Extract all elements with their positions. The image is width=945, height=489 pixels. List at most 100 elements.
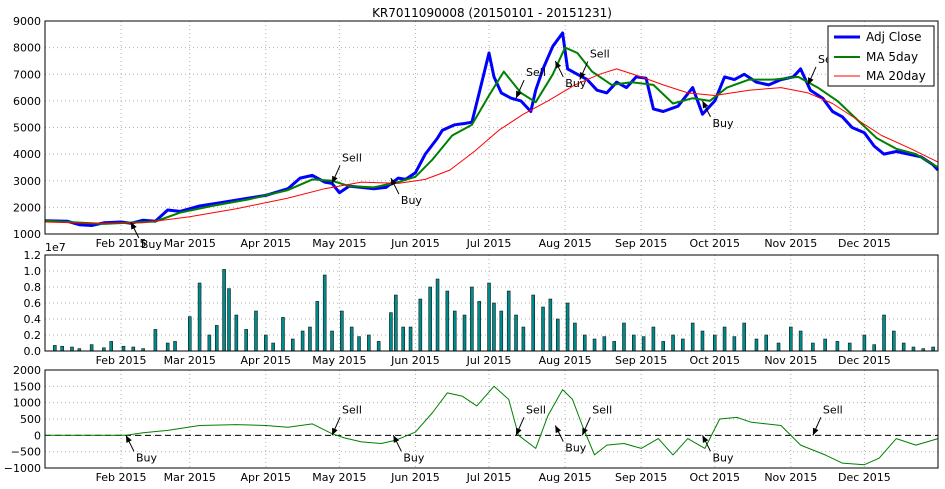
x-tick-label: Mar 2015 (164, 471, 216, 484)
volume-bar (222, 269, 226, 352)
x-tick-label: Jun 2015 (390, 354, 440, 367)
volume-bar (244, 329, 248, 352)
x-tick-label: Mar 2015 (164, 237, 216, 250)
annotation-label: Sell (823, 403, 843, 416)
volume-bar (641, 336, 646, 352)
volume-bar (131, 346, 136, 352)
signal-panel: Feb 2015 Mar 2015 Apr 2015 May 2015 Jun 2015… (4, 364, 939, 484)
volume-bar (330, 330, 334, 352)
volume-bar (428, 286, 432, 352)
legend-label-ma5: MA 5day (866, 50, 918, 64)
volume-bar (602, 336, 607, 352)
series-line-2 (44, 68, 939, 224)
y-tick-label: 0.8 (24, 281, 42, 294)
volume-bar (121, 345, 126, 352)
volume-bar (357, 336, 361, 352)
volume-bar (418, 298, 423, 352)
volume-bar (506, 290, 511, 352)
annotation-arrowhead (332, 175, 338, 184)
annotation-label: Sell (342, 403, 362, 416)
volume-bar (742, 322, 746, 352)
annotation-arrowhead (125, 435, 132, 443)
annotation-label: Buy (712, 451, 734, 464)
annotation-arrowhead (555, 60, 562, 69)
annotation-label: Sell (590, 48, 610, 61)
annotation-arrowhead (130, 222, 137, 230)
y-tick-label: 1.0 (24, 265, 42, 278)
volume-bar (521, 326, 526, 352)
annotation-arrowhead (516, 90, 522, 99)
volume-bar (70, 346, 74, 352)
y-tick-label: 0.6 (24, 297, 42, 310)
volume-bar (531, 294, 535, 352)
volume-bar (53, 345, 57, 352)
volume-bar (798, 330, 803, 352)
y-tick-label: 2000 (13, 364, 41, 377)
volume-bar (315, 301, 320, 352)
annotation-arrowhead (579, 71, 586, 80)
x-tick-label: Aug 2015 (539, 237, 592, 250)
volume-bar (690, 322, 695, 352)
annotation-label: Buy (136, 451, 158, 464)
x-tick-label: Jul 2015 (466, 237, 512, 250)
annotation-label: Sell (342, 151, 362, 164)
volume-panel: Feb 2015 Mar 2015 Apr 2015 May 2015 Jun 2015… (24, 241, 939, 367)
y-tick-label: 6000 (13, 95, 41, 108)
volume-bar (376, 341, 381, 352)
y-tick-label: 7000 (13, 68, 41, 81)
volume-bar (271, 342, 275, 352)
annotation-arrowhead (582, 427, 588, 436)
volume-bar (499, 310, 504, 352)
volume-bar (722, 326, 727, 352)
volume-bar (264, 334, 268, 352)
annotation-arrowhead (812, 427, 819, 436)
x-tick-label: Dec 2015 (838, 471, 891, 484)
annotation-label: Sell (592, 403, 612, 416)
y-tick-label: 1000 (13, 228, 41, 241)
volume-bar (847, 342, 852, 352)
x-tick-label: Apr 2015 (241, 471, 292, 484)
x-tick-label: Aug 2015 (539, 471, 592, 484)
x-tick-label: Nov 2015 (764, 237, 817, 250)
series-line-0 (45, 385, 939, 466)
volume-bar (300, 330, 305, 352)
annotation-label: Buy (565, 77, 587, 90)
axes-frame (44, 20, 939, 235)
x-tick-label: May 2015 (312, 471, 366, 484)
volume-bar (789, 326, 793, 352)
x-tick-label: Oct 2015 (689, 354, 740, 367)
volume-bar (776, 342, 781, 352)
volume-bar (445, 290, 450, 352)
volume-bar (931, 346, 935, 352)
volume-bar (367, 334, 371, 352)
volume-bar (661, 341, 665, 352)
x-tick-label: Jul 2015 (466, 471, 512, 484)
volume-bar (408, 326, 413, 352)
x-tick-label: Jun 2015 (390, 237, 440, 250)
volume-bar (340, 310, 344, 352)
x-tick-label: Apr 2015 (241, 237, 292, 250)
x-tick-label: Dec 2015 (838, 354, 891, 367)
volume-bar (394, 294, 398, 352)
volume-bar (470, 286, 474, 352)
y-tick-label: 5000 (13, 122, 41, 135)
volume-bar (592, 338, 597, 352)
legend-label-ma20: MA 20day (866, 69, 926, 83)
x-tick-label: Oct 2015 (689, 471, 740, 484)
annotation-label: Sell (526, 66, 546, 79)
y-tick-label: −500 (11, 446, 41, 459)
series-line-1 (44, 46, 939, 225)
volume-bar (582, 334, 587, 352)
volume-bar (565, 302, 570, 352)
volume-bar (254, 310, 258, 352)
x-tick-label: Feb 2015 (96, 471, 147, 484)
volume-bar (197, 282, 202, 352)
x-tick-label: Sep 2015 (615, 237, 667, 250)
price-panel: Feb 2015 Mar 2015 Apr 2015 May 2015 Jun 2015… (13, 15, 940, 251)
volume-bar (541, 306, 545, 352)
volume-bar (732, 336, 737, 352)
figure-title: KR7011090008 (20150101 - 20151231) (372, 6, 612, 20)
x-tick-label: Jun 2015 (390, 471, 440, 484)
axes-frame (44, 254, 939, 352)
annotation-arrowhead (516, 427, 522, 436)
